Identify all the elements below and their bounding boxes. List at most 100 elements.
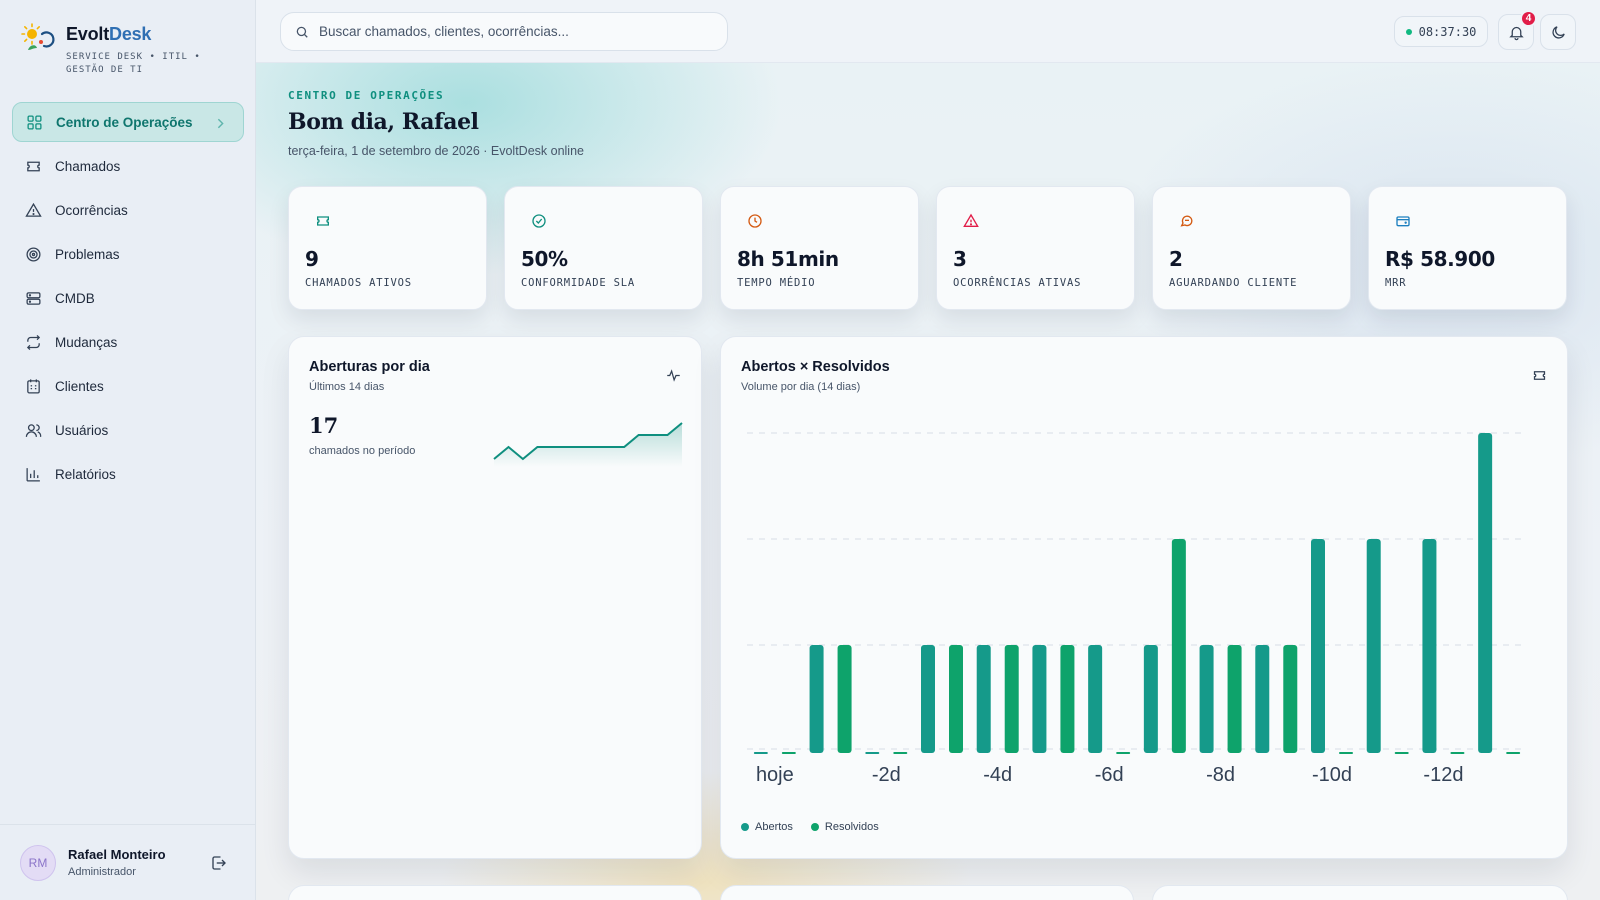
ticket-icon (27, 161, 40, 171)
ticket-icon (317, 216, 329, 226)
sidebar-item-label: Usuários (55, 422, 109, 438)
kpi-value: 3 (953, 247, 967, 271)
sidebar-item-usuarios[interactable]: Usuários (12, 410, 244, 450)
legend-label: Resolvidos (824, 821, 879, 833)
bar-resolvidos (1171, 539, 1186, 753)
users-icon (25, 423, 42, 437)
moon-icon (1551, 25, 1565, 39)
card-title: Aberturas por dia (309, 359, 430, 375)
sidebar-item-relatorios[interactable]: Relatórios (12, 454, 244, 494)
sidebar-item-label: CMDB (55, 290, 95, 306)
user-role: Administrador (68, 866, 136, 878)
ticket-icon[interactable] (1532, 368, 1547, 383)
bar-abertos (1311, 539, 1325, 753)
warning-icon (963, 213, 979, 227)
sidebar-item-problemas[interactable]: Problemas (12, 234, 244, 274)
kpi-card-conformidade-sla[interactable]: 50% CONFORMIDADE SLA (504, 186, 703, 310)
bar-abertos (809, 645, 824, 753)
search-input[interactable] (319, 24, 699, 39)
activity-icon[interactable] (666, 368, 681, 383)
kpi-card-ocorrencias-ativas[interactable]: 3 OCORRÊNCIAS ATIVAS (936, 186, 1135, 310)
bar-abertos (1032, 645, 1047, 753)
kpi-value: 50% (521, 247, 568, 271)
x-tick-label: -2d (872, 764, 901, 786)
card-title: Abertos × Resolvidos (741, 359, 890, 375)
user-name: Rafael Monteiro (68, 847, 166, 862)
sidebar-item-mudancas[interactable]: Mudanças (12, 322, 244, 362)
x-tick-label: -8d (1206, 764, 1235, 786)
bar-resolvidos (1116, 752, 1131, 754)
page-subtitle: terça-feira, 1 de setembro de 2026 · Evo… (288, 144, 584, 158)
bar-abertos (1255, 645, 1270, 753)
bell-icon (1508, 26, 1524, 40)
grid-icon (27, 114, 42, 130)
kpi-value: R$ 58.900 (1385, 247, 1495, 271)
x-tick-label: -6d (1095, 764, 1124, 786)
open-vs-resolved-card: Abertos × Resolvidos Volume por dia (14 … (720, 336, 1568, 859)
sidebar-item-label: Chamados (55, 158, 121, 174)
bar-chart-icon (26, 467, 40, 482)
bottom-card-3 (1152, 885, 1568, 900)
brand[interactable]: EvoltDesk SERVICE DESK • ITIL • GESTÃO D… (20, 20, 238, 77)
kpi-label: OCORRÊNCIAS ATIVAS (953, 277, 1082, 289)
search-box[interactable] (280, 12, 728, 51)
legend-swatch (810, 823, 819, 831)
brand-name: EvoltDesk (66, 24, 152, 44)
sidebar-item-label: Clientes (55, 378, 104, 394)
sidebar-item-clientes[interactable]: Clientes (12, 366, 244, 406)
topbar: 08:37:30 4 (256, 0, 1600, 63)
kpi-value: 2 (1169, 247, 1183, 271)
card-subtitle: Últimos 14 dias (309, 381, 385, 393)
page-title: Bom dia, Rafael (288, 109, 479, 135)
bar-abertos (976, 645, 991, 753)
repeat-icon (26, 334, 41, 350)
sidebar-item-cmdb[interactable]: CMDB (12, 278, 244, 318)
theme-toggle-button[interactable] (1540, 14, 1576, 50)
main-content: CENTRO DE OPERAÇÕES Bom dia, Rafael terç… (256, 63, 1600, 900)
kpi-card-mrr[interactable]: R$ 58.900 MRR (1368, 186, 1567, 310)
bar-resolvidos (1227, 645, 1242, 753)
x-tick-label: -10d (1312, 764, 1352, 786)
sidebar: EvoltDesk SERVICE DESK • ITIL • GESTÃO D… (0, 0, 256, 900)
clock-indicator: 08:37:30 (1394, 16, 1488, 47)
kpi-label: MRR (1385, 277, 1407, 289)
bar-abertos (865, 752, 880, 754)
bar-abertos (1478, 433, 1493, 753)
x-tick-label: hoje (756, 764, 794, 786)
search-icon (296, 26, 308, 38)
kpi-card-aguardando-cliente[interactable]: 2 AGUARDANDO CLIENTE (1152, 186, 1351, 310)
kpi-label: CONFORMIDADE SLA (521, 277, 635, 289)
target-icon (26, 246, 41, 262)
sidebar-item-ocorrencias[interactable]: Ocorrências (12, 190, 244, 230)
openings-sparkline (493, 422, 683, 467)
kpi-card-chamados-ativos[interactable]: 9 CHAMADOS ATIVOS (288, 186, 487, 310)
x-tick-label: -4d (983, 764, 1012, 786)
legend-item-abertos: Abertos (741, 821, 793, 833)
bar-abertos (1422, 539, 1437, 753)
sidebar-item-label: Centro de Operações (56, 114, 193, 130)
clock-icon (748, 214, 762, 228)
kpi-row: 9 CHAMADOS ATIVOS 50% CONFORMIDADE SLA 8… (288, 186, 1567, 310)
kpi-label: AGUARDANDO CLIENTE (1169, 277, 1298, 289)
bar-resolvidos (949, 645, 963, 753)
sidebar-item-chamados[interactable]: Chamados (12, 146, 244, 186)
logout-icon[interactable] (210, 854, 228, 872)
clock-time: 08:37:30 (1418, 24, 1477, 39)
kpi-card-tempo-medio[interactable]: 8h 51min TEMPO MÉDIO (720, 186, 919, 310)
notifications-button[interactable]: 4 (1498, 10, 1537, 50)
bottom-card-2 (720, 885, 1134, 900)
calendar-icon (27, 378, 40, 394)
notification-badge: 4 (1520, 10, 1537, 27)
bar-resolvidos (1339, 752, 1353, 754)
avatar[interactable]: RM (20, 844, 56, 881)
bar-abertos (1088, 645, 1103, 753)
brand-logo (20, 20, 56, 60)
bar-abertos (753, 752, 768, 754)
kpi-label: CHAMADOS ATIVOS (305, 277, 412, 289)
sidebar-item-centro-de-operacoes[interactable]: Centro de Operações (12, 102, 244, 142)
chat-icon (1180, 215, 1193, 227)
bar-resolvidos (1060, 645, 1075, 753)
bar-abertos (1366, 539, 1381, 753)
card-subtitle: Volume por dia (14 dias) (741, 381, 861, 393)
sidebar-item-label: Mudanças (55, 334, 118, 350)
